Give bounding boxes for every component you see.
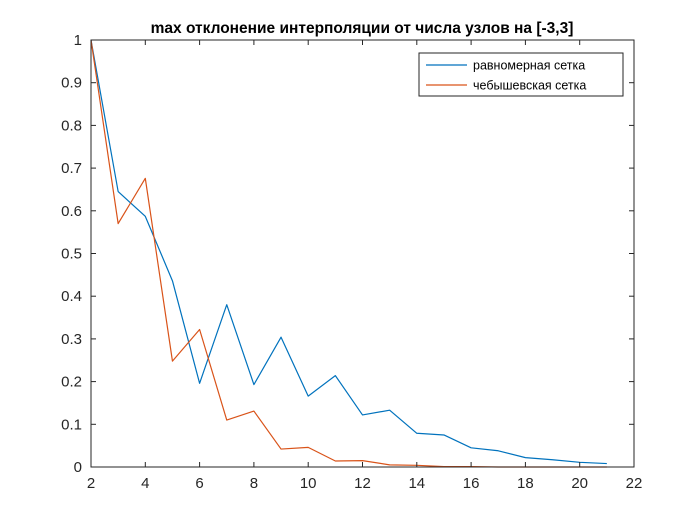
legend-box [418, 52, 624, 97]
legend-label-2: чебышевская сетка [473, 79, 586, 93]
x-tick-label: 16 [463, 475, 480, 492]
plot-area-background [91, 40, 634, 467]
y-tick-label: 1 [74, 32, 82, 49]
x-tick-label: 22 [626, 475, 643, 492]
x-tick-label: 2 [87, 475, 95, 492]
y-tick-label: 0.9 [61, 75, 82, 92]
series-line-1 [90, 39, 607, 465]
legend: равномерная сетка чебышевская сетка [418, 52, 624, 97]
y-tick-label: 0.6 [61, 203, 82, 220]
y-tick-label: 0.1 [61, 416, 82, 433]
y-tick-label: 0 [74, 459, 82, 476]
x-tick-label: 20 [571, 475, 588, 492]
x-tick-label: 4 [141, 475, 149, 492]
x-tick-label: 14 [408, 475, 425, 492]
x-tick-label: 8 [250, 475, 258, 492]
axes-layer: 2 4 6 8 10 12 14 16 18 20 22 0 0.1 0.2 0.3 0.4 0.5 0.6 0.7… [61, 32, 642, 492]
y-tick-label: 0.4 [61, 288, 82, 305]
x-tick-label: 12 [354, 475, 371, 492]
x-tick-label: 18 [517, 475, 534, 492]
y-tick-label: 0.8 [61, 117, 82, 134]
y-tick-label: 0.5 [61, 246, 82, 263]
y-tick-label: 0.7 [61, 160, 82, 177]
x-tick-label: 6 [195, 475, 203, 492]
y-tick-label: 0.3 [61, 331, 82, 348]
chart-title: max отклонение интерполяции от числа узл… [151, 20, 574, 37]
legend-label-1: равномерная сетка [473, 59, 585, 73]
y-tick-label: 0.2 [61, 374, 82, 391]
x-tick-label: 10 [300, 475, 317, 492]
